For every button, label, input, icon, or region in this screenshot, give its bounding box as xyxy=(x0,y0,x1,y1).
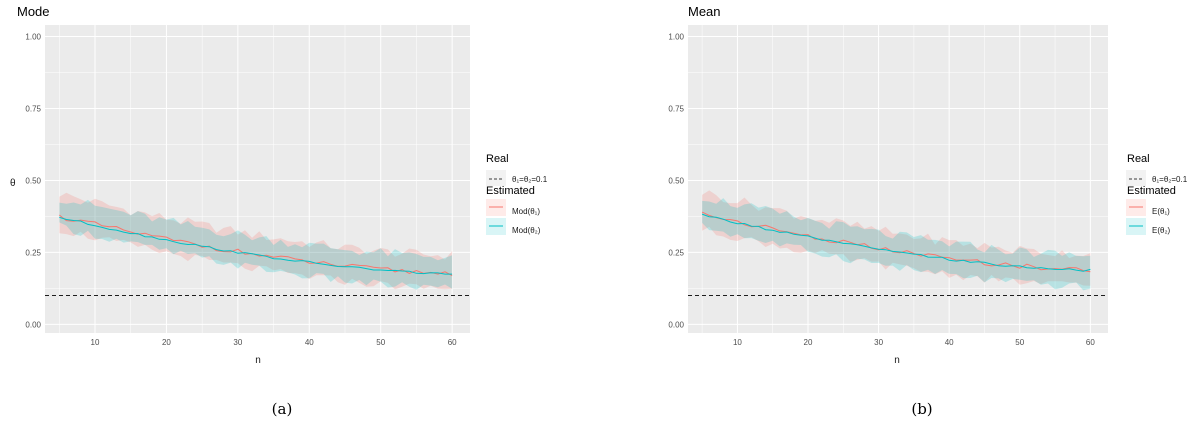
x-tick-label: 60 xyxy=(448,338,457,347)
chart-title: Mode xyxy=(17,4,50,19)
legend-label-series-1: Mod(θ₁) xyxy=(512,207,540,216)
legend-label-real: θ₁=θ₂=0.1 xyxy=(1152,175,1188,184)
y-tick-label: 1.00 xyxy=(668,33,684,42)
y-tick-label: 0.50 xyxy=(668,176,684,185)
x-tick-label: 40 xyxy=(305,338,314,347)
x-tick-label: 10 xyxy=(91,338,100,347)
x-axis-label: n xyxy=(894,355,900,366)
legend-title-estimated: Estimated xyxy=(1127,185,1176,197)
x-tick-label: 50 xyxy=(376,338,385,347)
caption-a: (a) xyxy=(272,400,293,418)
x-tick-label: 30 xyxy=(874,338,883,347)
y-axis-label: θ xyxy=(10,178,16,189)
x-tick-label: 50 xyxy=(1015,338,1024,347)
y-tick-label: 1.00 xyxy=(25,33,41,42)
ribbon-series-1 xyxy=(702,190,1091,286)
line-series-2 xyxy=(701,213,1091,272)
x-tick-label: 20 xyxy=(804,338,813,347)
y-tick-label: 0.75 xyxy=(25,104,41,113)
legend-label-series-1: E(θ₁) xyxy=(1152,207,1170,216)
x-tick-label: 30 xyxy=(233,338,242,347)
x-tick-label: 60 xyxy=(1086,338,1095,347)
x-tick-label: 10 xyxy=(733,338,742,347)
y-tick-label: 0.75 xyxy=(668,104,684,113)
chart-title: Mean xyxy=(688,4,721,19)
line-series-2 xyxy=(59,216,453,275)
plot-panel xyxy=(45,25,470,333)
plot-panel xyxy=(688,25,1108,333)
y-tick-label: 0.25 xyxy=(25,248,41,257)
y-tick-label: 0.00 xyxy=(668,320,684,329)
ribbon-series-2 xyxy=(702,198,1091,291)
x-axis-label: n xyxy=(255,355,261,366)
legend-label-series-2: E(θ₂) xyxy=(1152,226,1171,235)
x-tick-label: 20 xyxy=(162,338,171,347)
legend-title-real: Real xyxy=(1127,153,1150,165)
ribbon-series-1 xyxy=(59,192,453,290)
legend-key-real xyxy=(1126,170,1146,186)
legend-label-series-2: Mod(θ₂) xyxy=(512,226,541,235)
caption-b: (b) xyxy=(911,400,932,418)
legend-title-estimated: Estimated xyxy=(486,185,535,197)
legend-title-real: Real xyxy=(486,153,509,165)
legend-label-real: θ₁=θ₂=0.1 xyxy=(512,175,548,184)
y-tick-label: 0.50 xyxy=(25,176,41,185)
legend-key-real xyxy=(486,170,506,186)
y-tick-label: 0.25 xyxy=(668,248,684,257)
line-series-1 xyxy=(701,211,1091,273)
y-tick-label: 0.00 xyxy=(25,320,41,329)
x-tick-label: 40 xyxy=(945,338,954,347)
